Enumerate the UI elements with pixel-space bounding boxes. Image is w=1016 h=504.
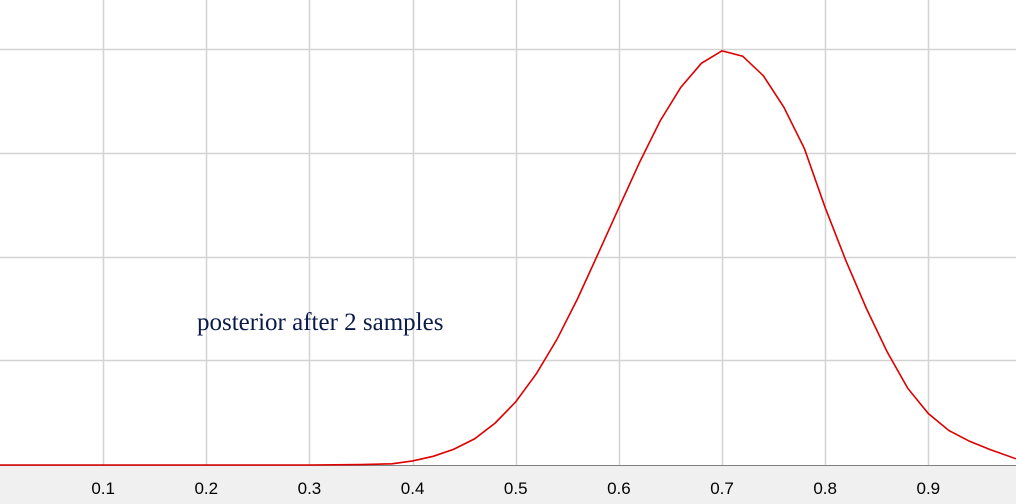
x-tick-label: 0.9: [917, 479, 941, 498]
x-tick-label: 0.1: [91, 479, 115, 498]
grid: [0, 0, 1016, 465]
x-tick-label: 0.2: [194, 479, 218, 498]
series-group: [0, 49, 1016, 466]
x-tick-label: 0.5: [504, 479, 528, 498]
x-tick-label: 0.4: [401, 479, 425, 498]
x-tick-label: 0.6: [607, 479, 631, 498]
posterior-curve: [0, 49, 1016, 466]
annotation-label: posterior after 2 samples: [197, 309, 443, 336]
x-tick-label: 0.8: [813, 479, 837, 498]
x-tick-label: 0.3: [298, 479, 322, 498]
x-axis-band: [0, 466, 1016, 504]
annotations: posterior after 2 samples: [197, 309, 443, 336]
x-tick-label: 0.7: [710, 479, 734, 498]
x-tick-labels: 0.1 0.2 0.3 0.4 0.5 0.6 0.7 0.8 0.9: [91, 479, 940, 498]
